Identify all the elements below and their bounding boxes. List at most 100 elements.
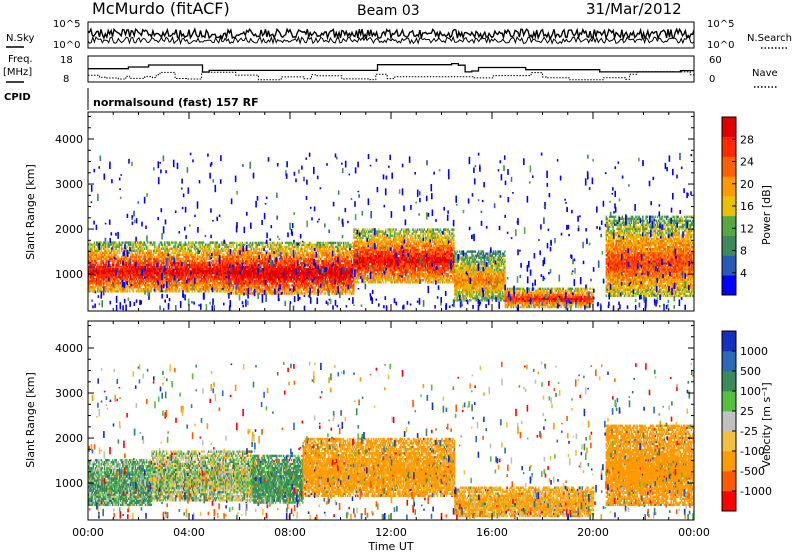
echo-cell bbox=[174, 244, 176, 246]
echo-cell bbox=[189, 241, 191, 243]
echo-cell bbox=[264, 246, 266, 248]
echo-cell bbox=[326, 258, 328, 260]
echo-cell bbox=[122, 241, 124, 243]
echo-cell bbox=[325, 292, 327, 294]
echo-cell bbox=[135, 241, 137, 243]
echo-cell bbox=[172, 241, 174, 243]
echo-cell bbox=[166, 290, 168, 292]
echo-cell bbox=[216, 241, 218, 243]
echo-cell bbox=[154, 256, 156, 258]
echo-cell bbox=[109, 250, 111, 252]
echo-cell bbox=[213, 241, 215, 243]
echo-cell bbox=[194, 290, 196, 292]
echo-cell bbox=[191, 290, 193, 292]
echo-cell bbox=[176, 241, 178, 243]
echo-cell bbox=[151, 250, 153, 252]
echo-cell bbox=[97, 262, 99, 264]
echo-cell bbox=[213, 290, 215, 292]
echo-cell bbox=[205, 290, 207, 292]
echo-cell bbox=[121, 244, 123, 246]
echo-cell bbox=[162, 244, 164, 246]
echo-cell bbox=[154, 241, 156, 243]
echo-cell bbox=[210, 252, 212, 254]
echo-cell bbox=[104, 282, 106, 284]
echo-cell bbox=[140, 241, 142, 243]
echo-cell bbox=[334, 250, 336, 252]
echo-cell bbox=[149, 244, 151, 246]
echo-cell bbox=[188, 290, 190, 292]
echo-cell bbox=[213, 260, 215, 262]
echo-cell bbox=[210, 244, 212, 246]
freq-panel: Freq. [MHz] 18 8 60 0 Nave bbox=[3, 54, 778, 87]
echo-cell bbox=[335, 242, 337, 244]
noise-right-tick-low: 10^0 bbox=[707, 40, 734, 51]
echo-cell bbox=[180, 241, 182, 243]
echo-cell bbox=[147, 241, 149, 243]
freq-label: Freq. bbox=[8, 54, 33, 65]
echo-cell bbox=[216, 290, 218, 292]
radar-figure: McMurdo (fitACF) Beam 03 31/Mar/2012 N.S… bbox=[0, 0, 800, 554]
echo-cell bbox=[170, 244, 172, 246]
echo-cell bbox=[259, 248, 261, 250]
echo-cell bbox=[211, 248, 213, 250]
echo-cell bbox=[353, 288, 355, 290]
echo-cell bbox=[89, 241, 91, 243]
date-title: 31/Mar/2012 bbox=[586, 0, 682, 18]
cpid-text: normalsound (fast) 157 RF bbox=[93, 96, 259, 109]
echo-cell bbox=[89, 290, 91, 292]
echo-cell bbox=[302, 292, 304, 294]
echo-cell bbox=[199, 244, 201, 246]
echo-cell bbox=[169, 241, 171, 243]
echo-cell bbox=[233, 292, 235, 294]
echo-cell bbox=[147, 246, 149, 248]
echo-cell bbox=[105, 290, 107, 292]
cpid-label: CPID bbox=[4, 92, 31, 103]
freq-tick-high: 18 bbox=[60, 55, 73, 66]
echo-cell bbox=[105, 244, 107, 246]
echo-cell bbox=[203, 241, 205, 243]
echo-cell bbox=[277, 258, 279, 260]
echo-cell bbox=[176, 290, 178, 292]
echo-cell bbox=[253, 248, 255, 250]
echo-cell bbox=[172, 266, 174, 268]
echo-cell bbox=[144, 241, 146, 243]
echo-cell bbox=[139, 252, 141, 254]
echo-cell bbox=[233, 288, 235, 290]
echo-cell bbox=[261, 250, 263, 252]
echo-cell bbox=[127, 290, 129, 292]
nave-tick-high: 60 bbox=[709, 55, 722, 66]
echo-cell bbox=[161, 241, 163, 243]
echo-cell bbox=[119, 252, 121, 254]
noise-right-tick-high: 10^5 bbox=[707, 19, 734, 30]
echo-cell bbox=[129, 290, 131, 292]
echo-cell bbox=[261, 264, 263, 266]
echo-cell bbox=[179, 290, 181, 292]
echo-cell bbox=[107, 241, 109, 243]
echo-cell bbox=[219, 244, 221, 246]
echo-cell bbox=[185, 248, 187, 250]
echo-cell bbox=[236, 242, 238, 244]
echo-cell bbox=[314, 288, 316, 290]
echo-cell bbox=[103, 260, 105, 262]
echo-cell bbox=[172, 290, 174, 292]
beam-title: Beam 03 bbox=[357, 3, 420, 19]
echo-cell bbox=[130, 241, 132, 243]
echo-cell bbox=[230, 280, 232, 282]
nave-trace bbox=[88, 72, 694, 80]
echo-cell bbox=[151, 290, 153, 292]
echo-cell bbox=[339, 250, 341, 252]
echo-cell bbox=[208, 290, 210, 292]
nave-tick-low: 0 bbox=[709, 74, 715, 85]
echo-cell bbox=[234, 242, 236, 244]
echo-cell bbox=[116, 252, 118, 254]
echo-cell bbox=[158, 244, 160, 246]
freq-trace bbox=[88, 64, 694, 72]
echo-cell bbox=[164, 241, 166, 243]
echo-cell bbox=[341, 242, 343, 244]
noise-left-tick-high: 10^5 bbox=[53, 19, 80, 30]
echo-cell bbox=[295, 250, 297, 252]
echo-cell bbox=[119, 241, 121, 243]
echo-cell bbox=[252, 242, 254, 244]
echo-cell bbox=[115, 241, 117, 243]
